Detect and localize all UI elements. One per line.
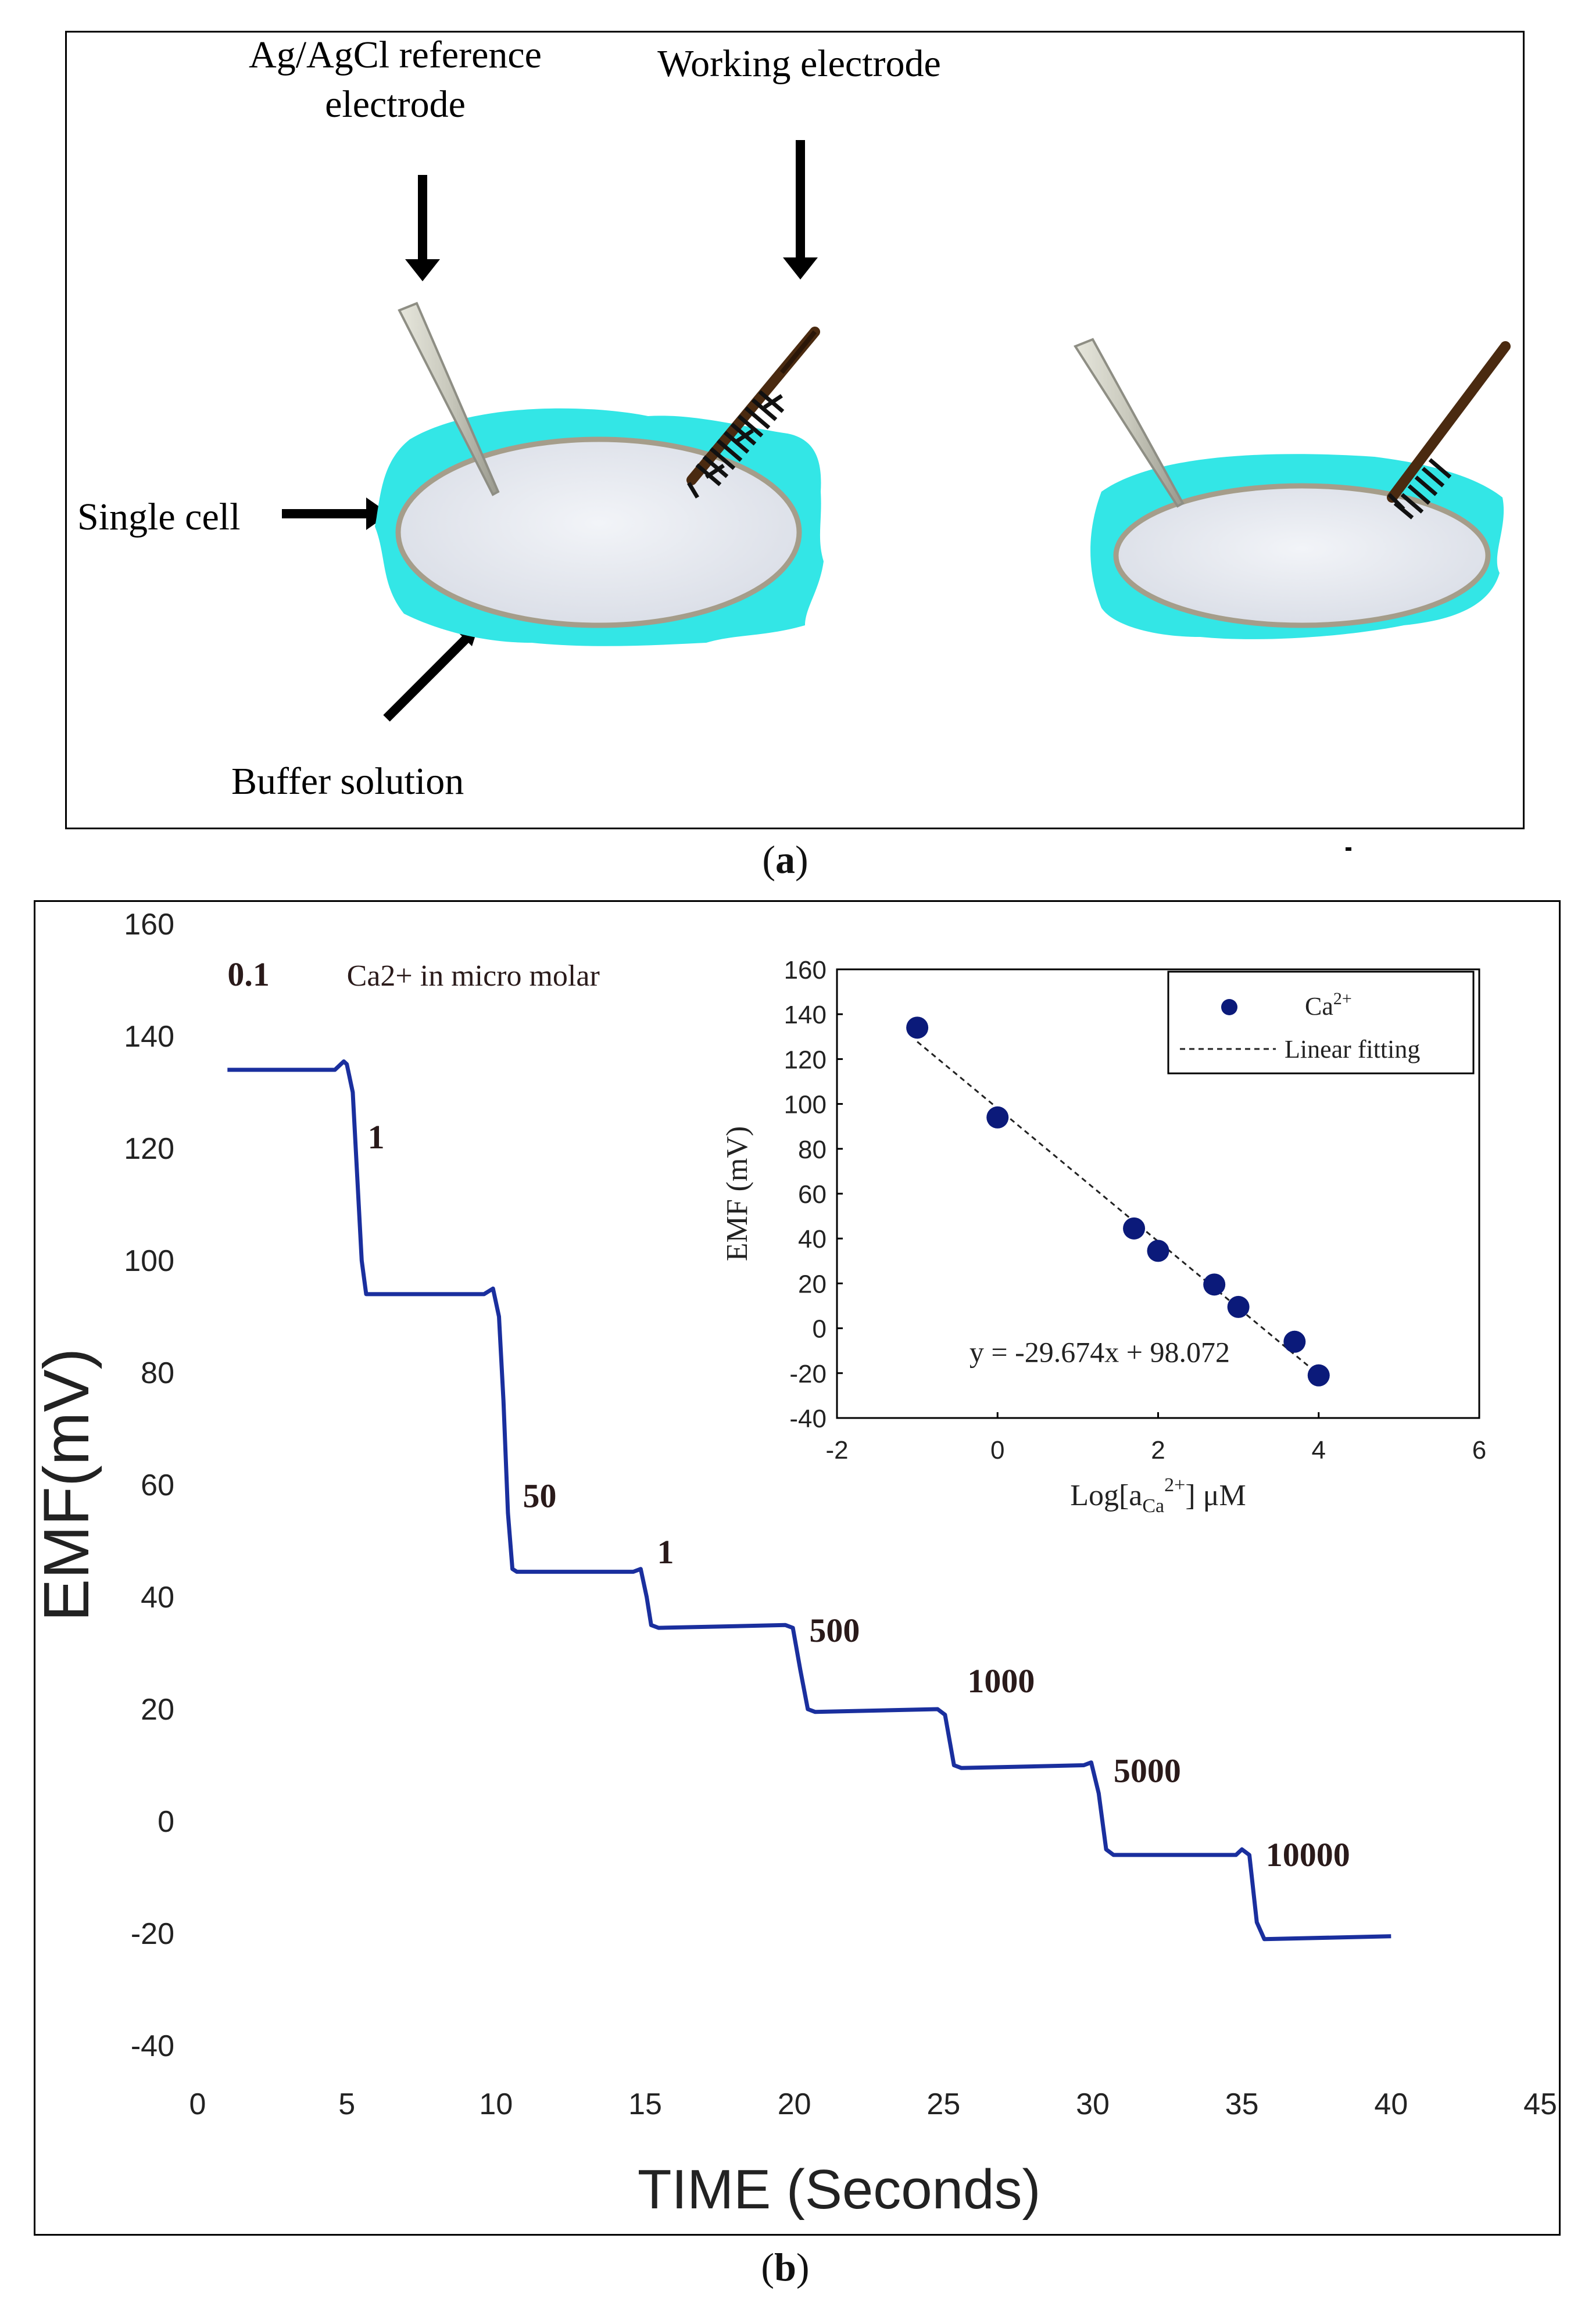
legend-marker xyxy=(1221,999,1237,1015)
caption-b-letter: b xyxy=(774,2245,796,2289)
main-x-tick-label: 20 xyxy=(778,2087,811,2121)
main-y-tick-label: 60 xyxy=(141,1469,174,1502)
concentration-unit-label: Ca2+ in micro molar xyxy=(347,959,600,993)
inset-x-label-sub: Ca xyxy=(1142,1495,1164,1517)
inset-x-label-sup: 2+ xyxy=(1164,1474,1185,1496)
main-x-axis-label: TIME (Seconds) xyxy=(638,2158,1041,2221)
inset-y-axis-label: EMF (mV) xyxy=(721,1126,754,1262)
inset-x-label-main: Log[a xyxy=(1070,1479,1142,1512)
inset-x-tick-label: 2 xyxy=(1151,1436,1165,1464)
reference-pipette-left xyxy=(398,302,500,496)
schematic-svg: Ag/AgCl reference electrode Working elec… xyxy=(77,34,1511,851)
main-x-tick-label: 25 xyxy=(926,2087,960,2121)
emf-trace-line xyxy=(227,1059,1391,1942)
main-y-tick-label: 40 xyxy=(141,1581,174,1614)
main-y-axis-label: EMF(mV) xyxy=(31,1348,102,1621)
legend-box xyxy=(1167,971,1475,1075)
single-cell-right xyxy=(1113,483,1491,628)
working-electrode-arrow xyxy=(783,140,818,280)
main-x-tick-label: 15 xyxy=(628,2087,662,2121)
inset-y-tick-label: 60 xyxy=(798,1180,827,1209)
inset-x-tick-label: 6 xyxy=(1472,1436,1486,1464)
concentration-step-label: 1 xyxy=(657,1533,674,1571)
caption-a: (a) xyxy=(762,837,808,882)
calibration-point xyxy=(1203,1273,1226,1296)
fit-equation: y = -29.674x + 98.072 xyxy=(969,1336,1230,1369)
main-y-tick-label: 20 xyxy=(141,1693,174,1727)
main-y-tick-label: 0 xyxy=(158,1805,174,1839)
calibration-point xyxy=(1283,1330,1306,1353)
main-y-tick-label: 140 xyxy=(124,1020,174,1054)
calibration-point xyxy=(1123,1217,1146,1240)
linear-fit-line xyxy=(917,1041,1319,1376)
concentration-step-label: 10000 xyxy=(1266,1836,1350,1874)
concentration-step-label: 5000 xyxy=(1114,1752,1181,1789)
calibration-point xyxy=(906,1016,929,1039)
main-x-tick-label: 45 xyxy=(1523,2087,1557,2121)
reference-electrode-label-line2: electrode xyxy=(325,83,466,126)
main-x-tick-label: 10 xyxy=(479,2087,513,2121)
main-x-tick-label: 0 xyxy=(189,2087,206,2121)
inset-x-tick-label: 4 xyxy=(1312,1436,1326,1464)
main-y-tick-label: 100 xyxy=(124,1244,174,1278)
inset-y-tick-label: 20 xyxy=(798,1270,827,1298)
inset-y-tick-label: 80 xyxy=(798,1136,827,1164)
main-x-tick-label: 40 xyxy=(1374,2087,1408,2121)
main-y-tick-label: 160 xyxy=(124,908,174,941)
calibration-point xyxy=(1147,1240,1169,1262)
inset-y-tick-label: 160 xyxy=(784,956,827,984)
working-electrode-left xyxy=(686,327,820,499)
inset-y-tick-label: 120 xyxy=(784,1045,827,1074)
inset-y-tick-label: 0 xyxy=(813,1315,827,1344)
inset-y-tick-label: 140 xyxy=(784,1001,827,1029)
main-y-tick-label: 80 xyxy=(141,1356,174,1390)
inset-x-label-end: ] μM xyxy=(1185,1479,1246,1512)
calibration-point xyxy=(1227,1295,1250,1318)
inset-y-tick-label: -40 xyxy=(789,1405,827,1433)
legend-points-sup: 2+ xyxy=(1333,989,1352,1008)
main-x-tick-label: 35 xyxy=(1225,2087,1259,2121)
inset-y-tick-label: 100 xyxy=(784,1091,827,1119)
legend-points-name: Ca xyxy=(1305,992,1333,1020)
concentration-step-label: 1000 xyxy=(967,1662,1035,1700)
main-x-tick-label: 30 xyxy=(1076,2087,1110,2121)
single-cell-label: Single cell xyxy=(77,496,240,538)
working-electrode-right xyxy=(1387,341,1511,520)
right-cell-assembly xyxy=(1074,338,1511,851)
caption-a-letter: a xyxy=(775,837,795,882)
main-x-tick-label: 5 xyxy=(338,2087,355,2121)
legend-points-label: Ca2+ xyxy=(1305,989,1352,1020)
buffer-solution-label: Buffer solution xyxy=(231,760,464,803)
inset-x-tick-label: -2 xyxy=(825,1436,848,1464)
calibration-point xyxy=(1307,1364,1330,1387)
main-y-tick-label: 120 xyxy=(124,1132,174,1166)
panel-a-schematic: Ag/AgCl reference electrode Working elec… xyxy=(65,31,1525,851)
concentration-step-label: 1 xyxy=(368,1118,385,1156)
caption-b: (b) xyxy=(761,2245,810,2289)
concentration-step-label: 500 xyxy=(809,1612,860,1649)
legend-fit-label: Linear fitting xyxy=(1285,1035,1420,1063)
left-cell-assembly xyxy=(375,302,824,646)
single-cell-left xyxy=(395,436,802,628)
reference-electrode-label-line1: Ag/AgCl reference xyxy=(249,34,542,76)
main-y-tick-label: -40 xyxy=(131,2029,174,2063)
inset-legend: Ca2+ Linear fitting xyxy=(1167,971,1475,1075)
main-y-tick-label: -20 xyxy=(131,1917,174,1951)
inset-y-tick-label: -20 xyxy=(789,1360,827,1388)
inset-x-tick-label: 0 xyxy=(990,1436,1004,1464)
concentration-step-label: 50 xyxy=(523,1477,557,1515)
reference-pipette-right xyxy=(1074,338,1185,508)
inset-y-tick-label: 40 xyxy=(798,1225,827,1254)
inset-x-axis-label: Log[aCa2+] μM xyxy=(1070,1474,1246,1517)
concentration-step-label: 0.1 xyxy=(227,955,270,993)
reference-electrode-arrow xyxy=(405,175,440,281)
working-electrode-label: Working electrode xyxy=(657,42,941,85)
calibration-point xyxy=(986,1106,1009,1129)
